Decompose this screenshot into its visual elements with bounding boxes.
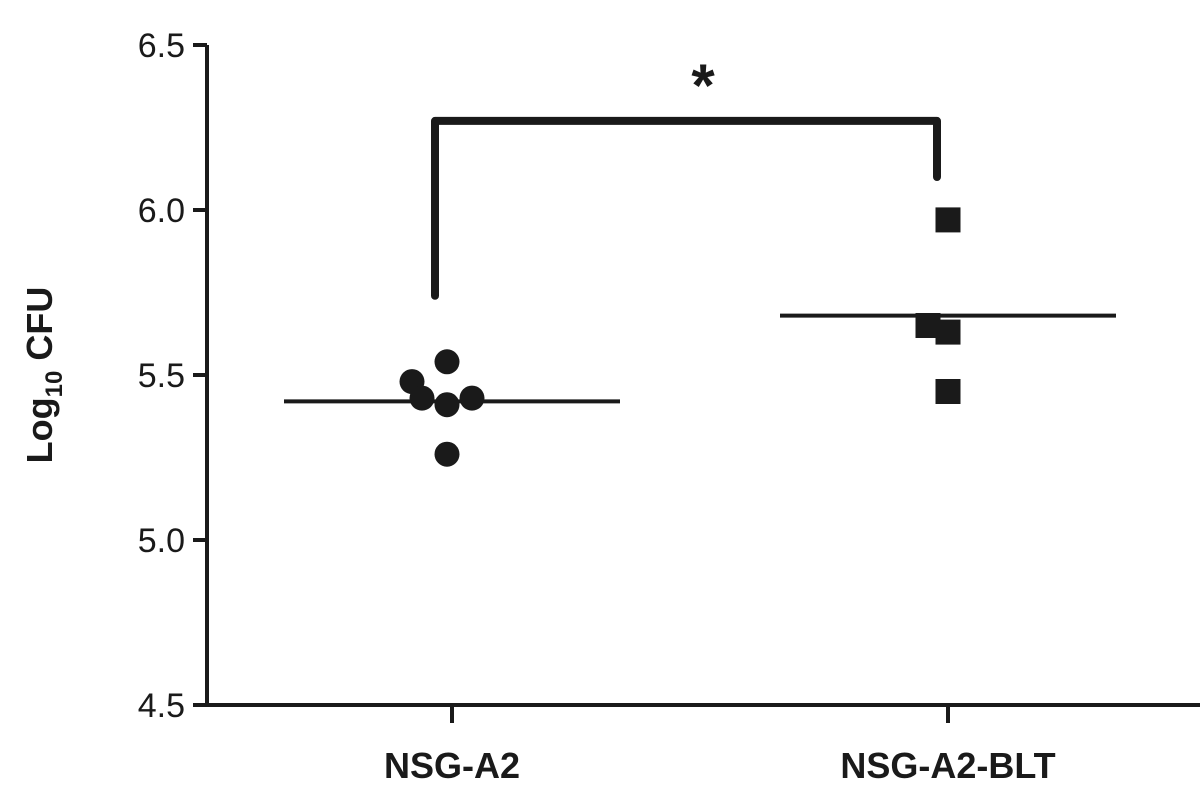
data-point-circle	[409, 385, 435, 411]
data-point-circle	[434, 392, 460, 418]
y-tick-label: 4.5	[138, 687, 185, 725]
significance-star: *	[691, 52, 715, 119]
y-tick-label: 6.5	[138, 27, 185, 65]
significance-bracket	[431, 116, 941, 300]
data-point-square	[935, 207, 961, 233]
y-ticks: 4.5 5.0 5.5 6.0 6.5	[138, 27, 207, 725]
y-tick-label: 5.0	[138, 522, 185, 560]
data-point-square	[935, 379, 961, 404]
x-category-label: NSG-A2	[384, 745, 520, 786]
data-point-square	[935, 319, 961, 345]
significance-bracket-group: *	[431, 52, 941, 300]
y-tick-label: 5.5	[138, 357, 185, 395]
y-axis-title: Log10 CFU	[19, 287, 68, 464]
axes	[205, 45, 1200, 707]
data-point-circle	[459, 385, 485, 411]
data-points	[399, 207, 961, 467]
data-point-circle	[434, 349, 460, 375]
y-tick-label: 6.0	[138, 192, 185, 230]
data-point-circle	[434, 441, 460, 467]
x-category-label: NSG-A2-BLT	[840, 745, 1055, 786]
x-categories: NSG-A2 NSG-A2-BLT	[384, 705, 1056, 786]
